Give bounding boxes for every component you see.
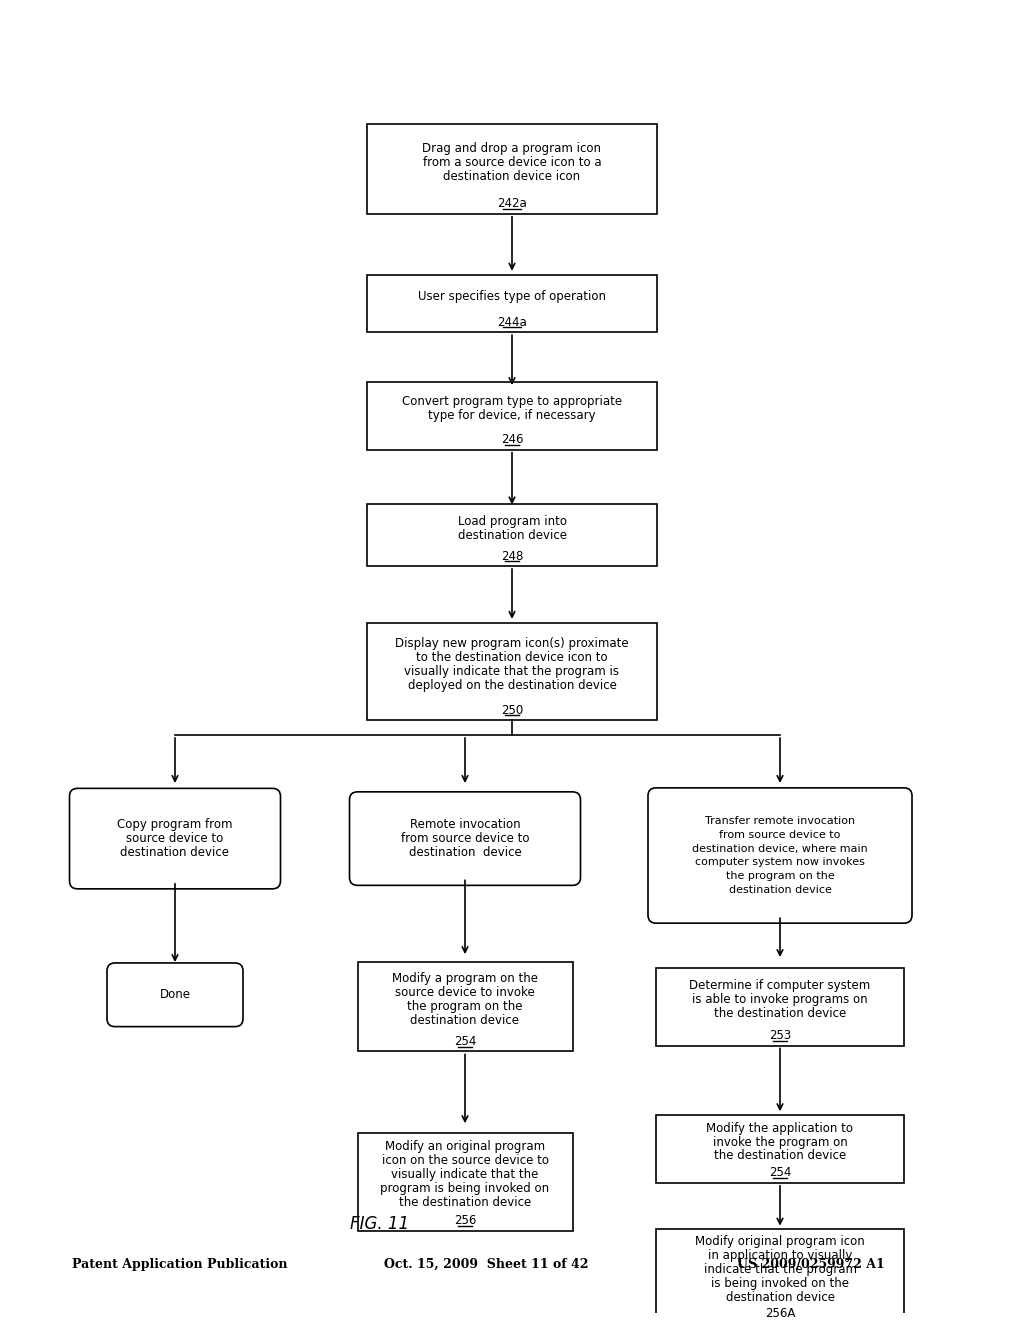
Text: destination device, where main: destination device, where main bbox=[692, 843, 868, 854]
Bar bbox=[367, 275, 657, 333]
Text: computer system now invokes: computer system now invokes bbox=[695, 858, 865, 867]
Text: Copy program from: Copy program from bbox=[118, 818, 232, 832]
Text: Load program into: Load program into bbox=[458, 515, 566, 528]
Text: destination device: destination device bbox=[458, 529, 566, 541]
Text: visually indicate that the program is: visually indicate that the program is bbox=[404, 665, 620, 678]
Text: indicate that the program: indicate that the program bbox=[703, 1263, 856, 1276]
Bar bbox=[357, 962, 572, 1052]
Text: 253: 253 bbox=[769, 1030, 792, 1041]
Text: is able to invoke programs on: is able to invoke programs on bbox=[692, 993, 867, 1006]
Text: to the destination device icon to: to the destination device icon to bbox=[416, 651, 608, 664]
Text: in application to visually: in application to visually bbox=[708, 1249, 852, 1262]
Text: Convert program type to appropriate: Convert program type to appropriate bbox=[402, 396, 622, 408]
Text: destination device: destination device bbox=[728, 886, 831, 895]
Text: 248: 248 bbox=[501, 549, 523, 562]
Bar bbox=[367, 623, 657, 721]
Text: is being invoked on the: is being invoked on the bbox=[711, 1276, 849, 1290]
Text: destination device: destination device bbox=[725, 1291, 835, 1304]
Text: 250: 250 bbox=[501, 704, 523, 717]
Text: Patent Application Publication: Patent Application Publication bbox=[72, 1258, 287, 1271]
Text: Modify original program icon: Modify original program icon bbox=[695, 1236, 865, 1247]
Text: deployed on the destination device: deployed on the destination device bbox=[408, 678, 616, 692]
Bar bbox=[656, 968, 904, 1045]
Text: Modify an original program: Modify an original program bbox=[385, 1140, 545, 1154]
Text: the destination device: the destination device bbox=[714, 1150, 846, 1163]
Text: 254: 254 bbox=[769, 1167, 792, 1179]
Text: Remote invocation: Remote invocation bbox=[410, 818, 520, 832]
Text: icon on the source device to: icon on the source device to bbox=[382, 1155, 549, 1167]
Text: FIG. 11: FIG. 11 bbox=[350, 1214, 410, 1233]
Text: destination device: destination device bbox=[121, 846, 229, 859]
Text: User specifies type of operation: User specifies type of operation bbox=[418, 290, 606, 304]
Bar bbox=[656, 1229, 904, 1320]
Text: type for device, if necessary: type for device, if necessary bbox=[428, 409, 596, 422]
Bar bbox=[367, 504, 657, 566]
Text: Determine if computer system: Determine if computer system bbox=[689, 979, 870, 993]
FancyBboxPatch shape bbox=[648, 788, 912, 923]
Text: program is being invoked on: program is being invoked on bbox=[381, 1183, 550, 1196]
Text: 242a: 242a bbox=[497, 198, 527, 210]
Bar bbox=[357, 1133, 572, 1230]
Text: Modify the application to: Modify the application to bbox=[707, 1122, 853, 1135]
Text: Drag and drop a program icon: Drag and drop a program icon bbox=[423, 141, 601, 154]
Text: destination device: destination device bbox=[411, 1014, 519, 1027]
Text: 256A: 256A bbox=[765, 1307, 796, 1320]
Bar bbox=[367, 381, 657, 450]
Text: from a source device icon to a: from a source device icon to a bbox=[423, 156, 601, 169]
Text: Done: Done bbox=[160, 989, 190, 1002]
Text: Modify a program on the: Modify a program on the bbox=[392, 973, 538, 985]
FancyBboxPatch shape bbox=[106, 964, 243, 1027]
Text: source device to: source device to bbox=[126, 832, 223, 845]
Text: 246: 246 bbox=[501, 433, 523, 446]
Text: US 2009/0259972 A1: US 2009/0259972 A1 bbox=[737, 1258, 885, 1271]
FancyBboxPatch shape bbox=[70, 788, 281, 888]
Text: 254: 254 bbox=[454, 1035, 476, 1048]
FancyBboxPatch shape bbox=[349, 792, 581, 886]
Text: the destination device: the destination device bbox=[399, 1196, 531, 1209]
Text: 256: 256 bbox=[454, 1214, 476, 1228]
Text: visually indicate that the: visually indicate that the bbox=[391, 1168, 539, 1181]
Text: destination  device: destination device bbox=[409, 846, 521, 859]
Text: invoke the program on: invoke the program on bbox=[713, 1135, 848, 1148]
Text: from source device to: from source device to bbox=[719, 830, 841, 840]
Text: Display new program icon(s) proximate: Display new program icon(s) proximate bbox=[395, 638, 629, 651]
Text: 244a: 244a bbox=[497, 315, 527, 329]
Bar bbox=[656, 1115, 904, 1183]
Text: the program on the: the program on the bbox=[726, 871, 835, 882]
Text: source device to invoke: source device to invoke bbox=[395, 986, 535, 999]
Bar bbox=[367, 124, 657, 214]
Text: Transfer remote invocation: Transfer remote invocation bbox=[705, 816, 855, 826]
Text: the program on the: the program on the bbox=[408, 1001, 522, 1014]
Text: the destination device: the destination device bbox=[714, 1007, 846, 1020]
Text: from source device to: from source device to bbox=[400, 832, 529, 845]
Text: Oct. 15, 2009  Sheet 11 of 42: Oct. 15, 2009 Sheet 11 of 42 bbox=[384, 1258, 589, 1271]
Text: destination device icon: destination device icon bbox=[443, 169, 581, 182]
